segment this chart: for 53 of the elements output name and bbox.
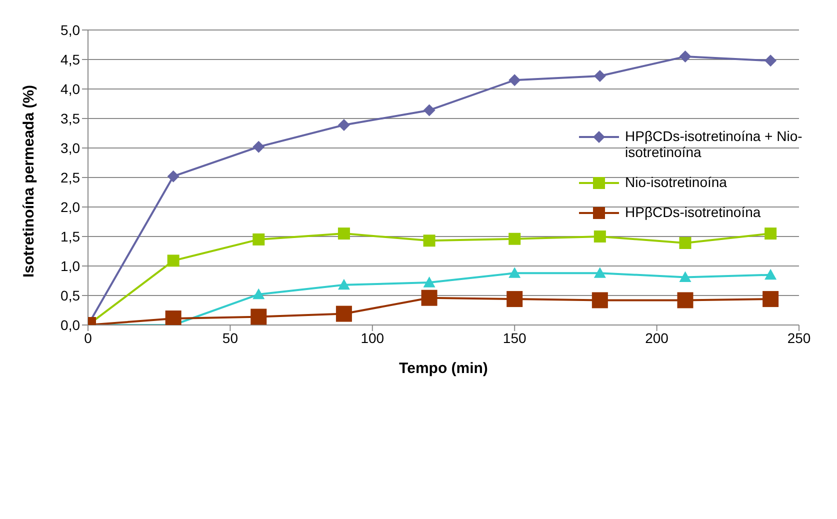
y-tick-label: 2,0 <box>60 198 80 215</box>
point <box>594 230 606 242</box>
point <box>677 292 694 308</box>
point <box>421 290 438 306</box>
x-tick-label: 0 <box>84 330 92 346</box>
y-tick-label: 1,0 <box>60 258 80 274</box>
y-tick-label: 0,0 <box>60 316 80 333</box>
point <box>338 118 350 131</box>
point <box>679 236 692 249</box>
x-tick-label: 50 <box>222 330 238 346</box>
x-tick-label: 250 <box>787 330 811 346</box>
point <box>167 170 180 182</box>
point <box>508 74 521 86</box>
point <box>764 228 777 240</box>
point <box>336 306 352 322</box>
point <box>252 288 265 300</box>
point <box>508 232 521 245</box>
point <box>423 234 436 247</box>
point <box>423 276 436 288</box>
x-tick-label: 200 <box>645 330 669 346</box>
point <box>165 310 182 325</box>
x-tick-label: 150 <box>502 330 526 346</box>
point <box>252 140 265 153</box>
point <box>167 254 180 267</box>
x-axis-title: Tempo (min) <box>399 360 488 377</box>
y-tick-label: 1,5 <box>60 228 80 244</box>
y-tick-label: 4,0 <box>60 80 80 97</box>
point <box>508 267 521 278</box>
point <box>423 104 436 116</box>
y-tick-label: 0,5 <box>60 287 80 304</box>
point <box>762 291 779 308</box>
y-tick-label: 3,5 <box>60 110 80 126</box>
point <box>592 292 608 308</box>
y-tick-label: 2,5 <box>60 169 80 186</box>
point <box>250 308 267 325</box>
y-tick-label: 4,5 <box>60 51 80 68</box>
point <box>594 70 606 82</box>
legend-label: Nio-isotretinoína <box>625 174 727 190</box>
point <box>252 233 265 246</box>
y-axis-title: Isotretinoína permeada (%) <box>20 84 38 278</box>
point <box>764 54 777 67</box>
point <box>679 271 692 282</box>
x-tick-label: 100 <box>360 330 384 346</box>
point <box>338 228 350 240</box>
point <box>594 267 606 278</box>
point <box>764 268 777 280</box>
legend-label: HPβCDs-isotretinoína <box>625 204 761 220</box>
y-tick-label: 3,0 <box>60 140 80 156</box>
point <box>679 50 692 63</box>
y-tick-label: 5,0 <box>60 22 80 38</box>
point <box>338 278 350 290</box>
legend-label: HPβCDs-isotretinoína + Nio-isotretinoína <box>625 128 804 160</box>
point <box>506 291 523 308</box>
